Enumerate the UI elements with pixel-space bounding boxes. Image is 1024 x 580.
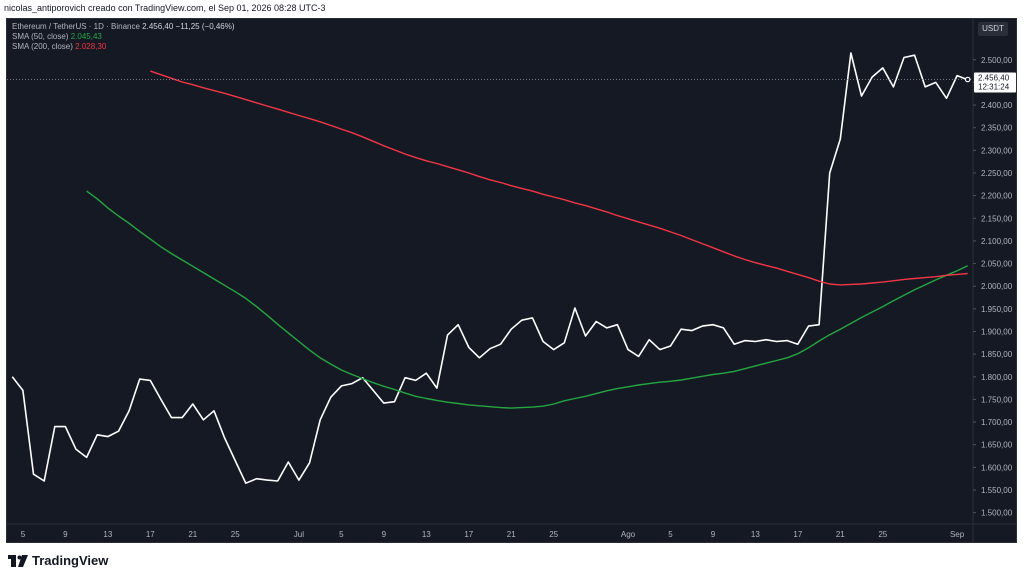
y-tick-label: 1.850,00 bbox=[981, 350, 1013, 359]
legend-change: −11,25 (−0,46%) bbox=[175, 22, 235, 31]
y-tick-label: 2.350,00 bbox=[981, 124, 1013, 133]
chart-credit: nicolas_antiporovich creado con TradingV… bbox=[4, 3, 326, 13]
x-tick-label: Sep bbox=[950, 530, 965, 539]
y-tick-label: 2.100,00 bbox=[981, 237, 1013, 246]
x-tick-label: 25 bbox=[231, 530, 240, 539]
y-tick-label: 2.000,00 bbox=[981, 282, 1013, 291]
y-tick-label: 1.750,00 bbox=[981, 395, 1013, 404]
y-tick-label: 2.050,00 bbox=[981, 260, 1013, 269]
y-tick-label: 1.500,00 bbox=[981, 509, 1013, 518]
x-tick-label: 17 bbox=[146, 530, 155, 539]
x-tick-label: Ago bbox=[621, 530, 636, 539]
y-tick-label: 1.600,00 bbox=[981, 463, 1013, 472]
x-tick-label: 17 bbox=[793, 530, 802, 539]
x-tick-label: 5 bbox=[339, 530, 344, 539]
x-tick-label: Jul bbox=[294, 530, 304, 539]
legend-sma200-value: 2.028,30 bbox=[75, 42, 107, 51]
y-tick-label: 1.700,00 bbox=[981, 418, 1013, 427]
tradingview-logo[interactable]: TradingView bbox=[8, 553, 108, 568]
legend-sma50-row[interactable]: SMA (50, close) 2.045,43 bbox=[12, 32, 235, 42]
tradingview-wordmark: TradingView bbox=[32, 553, 109, 568]
x-tick-label: 13 bbox=[751, 530, 760, 539]
y-tick-label: 2.400,00 bbox=[981, 101, 1013, 110]
price-chart[interactable]: 1.500,00 1.550,00 1.600,00 1.650,00 1.700,00… bbox=[7, 19, 1016, 542]
legend-price: 2.456,40 bbox=[142, 22, 174, 31]
price-tag-countdown: 12:31:24 bbox=[978, 83, 1010, 92]
price-tag-bg bbox=[974, 72, 1016, 93]
y-tick-label: 2.150,00 bbox=[981, 214, 1013, 223]
y-tick-label: 1.650,00 bbox=[981, 441, 1013, 450]
legend-symbol: Ethereum / TetherUS · 1D · Binance bbox=[12, 22, 140, 31]
legend-sma200-row[interactable]: SMA (200, close) 2.028,30 bbox=[12, 42, 235, 52]
x-tick-label: 13 bbox=[103, 530, 112, 539]
series-line-sma200[interactable] bbox=[150, 70, 968, 286]
x-tick-label: 5 bbox=[668, 530, 673, 539]
currency-button[interactable]: USDT bbox=[978, 22, 1008, 36]
x-tick-label: 5 bbox=[21, 530, 26, 539]
y-tick-label: 2.200,00 bbox=[981, 192, 1013, 201]
legend-sma200-label: SMA (200, close) bbox=[12, 42, 73, 51]
legend-symbol-row[interactable]: Ethereum / TetherUS · 1D · Binance 2.456… bbox=[12, 22, 235, 32]
x-tick-label: 17 bbox=[464, 530, 473, 539]
x-tick-label: 25 bbox=[878, 530, 887, 539]
x-tick-label: 21 bbox=[836, 530, 845, 539]
y-tick-label: 1.950,00 bbox=[981, 305, 1013, 314]
x-tick-label: 9 bbox=[63, 530, 68, 539]
chart-legend: Ethereum / TetherUS · 1D · Binance 2.456… bbox=[12, 22, 235, 52]
series-line-sma50[interactable] bbox=[86, 190, 968, 409]
y-tick-label: 1.900,00 bbox=[981, 328, 1013, 337]
y-tick-label: 1.550,00 bbox=[981, 486, 1013, 495]
x-tick-label: 25 bbox=[549, 530, 558, 539]
x-tick-label: 9 bbox=[711, 530, 716, 539]
series-line-price[interactable] bbox=[11, 52, 968, 485]
y-tick-label: 2.300,00 bbox=[981, 146, 1013, 155]
y-tick-label: 2.250,00 bbox=[981, 169, 1013, 178]
tradingview-icon bbox=[8, 554, 28, 567]
legend-sma50-label: SMA (50, close) bbox=[12, 32, 69, 41]
x-tick-label: 21 bbox=[507, 530, 516, 539]
price-tag-value: 2.456,40 bbox=[978, 74, 1010, 83]
x-tick-label: 21 bbox=[188, 530, 197, 539]
x-tick-label: 13 bbox=[422, 530, 431, 539]
x-tick-label: 9 bbox=[382, 530, 387, 539]
legend-sma50-value: 2.045,43 bbox=[70, 32, 102, 41]
chart-area[interactable]: 1.500,00 1.550,00 1.600,00 1.650,00 1.700,00… bbox=[6, 18, 1017, 543]
last-price-point[interactable] bbox=[964, 76, 971, 83]
y-tick-label: 1.800,00 bbox=[981, 373, 1013, 382]
y-tick-label: 2.500,00 bbox=[981, 56, 1013, 65]
